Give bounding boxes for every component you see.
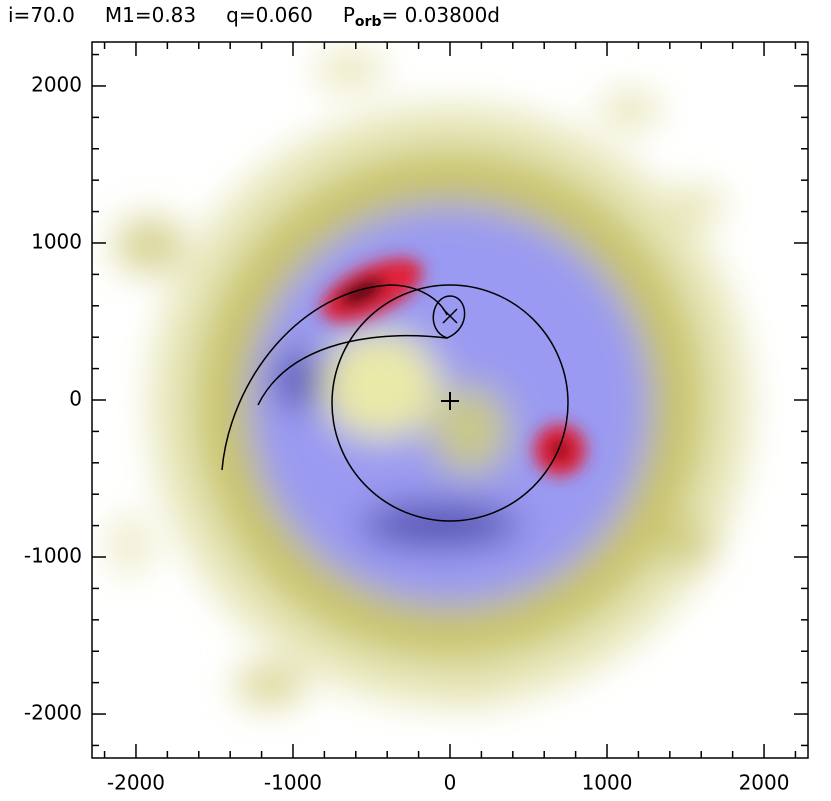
x-tick-label: 1000 (582, 771, 633, 795)
title-param: M1=0.83 (105, 3, 196, 27)
tomogram (110, 52, 750, 706)
title-param: q=0.060 (226, 3, 313, 27)
intensity-map (110, 52, 750, 706)
x-tick-label: -1000 (264, 771, 322, 795)
x-tick-label: 2000 (739, 771, 790, 795)
primary-marker (441, 392, 459, 410)
stream-keplerian (221, 284, 448, 471)
y-tick-label: -2000 (24, 701, 82, 725)
x-tick-label: -2000 (107, 771, 165, 795)
title-param: i=70.0 (8, 3, 75, 27)
model-overlay (221, 284, 569, 522)
period-symbol: P (343, 3, 355, 27)
disc-circle (331, 284, 569, 522)
roche-lobe (432, 295, 466, 339)
period-value: = 0.03800d (381, 3, 500, 27)
x-tick-label: 0 (444, 771, 457, 795)
secondary-marker (442, 308, 458, 324)
y-tick-label: 0 (69, 387, 82, 411)
period-subscript: orb (355, 14, 382, 30)
hot-spots (321, 258, 586, 476)
chart-title: i=70.0 M1=0.83 q=0.060 Porb= 0.03800d (8, 3, 500, 31)
stream (257, 334, 448, 406)
y-tick-label: 1000 (31, 229, 82, 253)
y-tick-label: 2000 (31, 72, 82, 96)
y-tick-label: -1000 (24, 544, 82, 568)
